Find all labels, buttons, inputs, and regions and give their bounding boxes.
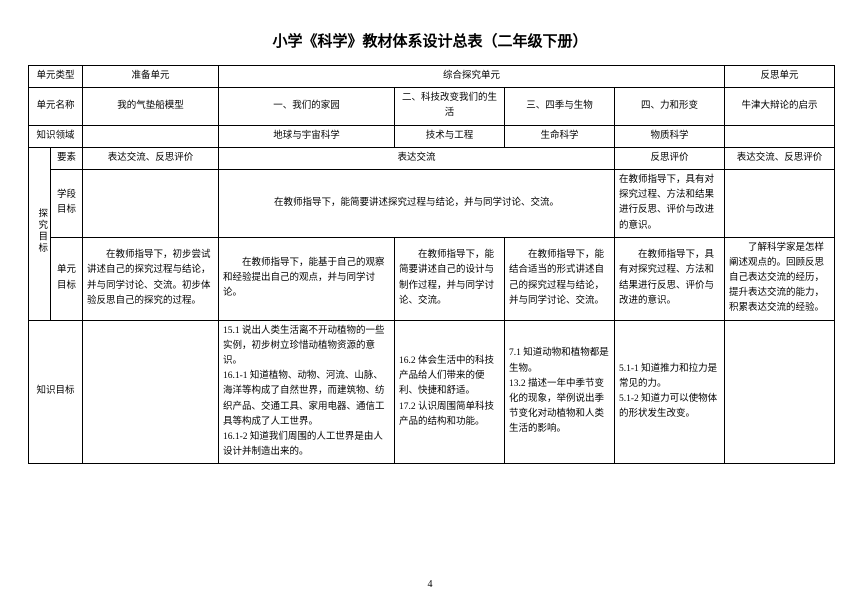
- unit-goal-4: 在教师指导下，能结合适当的形式讲述自己的探究过程与结论，并与同学讨论、交流。: [505, 237, 615, 320]
- stage-goal-6: [725, 169, 835, 237]
- knowledge-goal-4: 7.1 知道动物和植物都是生物。 13.2 描述一年中季节变化的现象，举例说出季…: [505, 320, 615, 464]
- header-stage-goal: 学段目标: [51, 169, 83, 237]
- unit-goal-1: 在教师指导下，初步尝试讲述自己的探究过程与结论，并与同学讨论、交流。初步体验反思…: [83, 237, 219, 320]
- domain-1: [83, 125, 219, 147]
- unit-goal-5: 在教师指导下，具有对探究过程、方法和结果进行反思、评价与改进的意识。: [615, 237, 725, 320]
- element-1: 表达交流、反思评价: [83, 147, 219, 169]
- knowledge-goal-5: 5.1-1 知道推力和拉力是常见的力。 5.1-2 知道力可以使物体的形状发生改…: [615, 320, 725, 464]
- knowledge-goal-1: [83, 320, 219, 464]
- unit-name-5: 四、力和形变: [615, 88, 725, 125]
- unit-name-1: 我的气垫船模型: [83, 88, 219, 125]
- domain-4: 生命科学: [505, 125, 615, 147]
- stage-goal-2-4: 在教师指导下，能简要讲述探究过程与结论，并与同学讨论、交流。: [219, 169, 615, 237]
- unit-goal-2: 在教师指导下，能基于自己的观察和经验提出自己的观点，并与同学讨论。: [219, 237, 395, 320]
- domain-3: 技术与工程: [395, 125, 505, 147]
- page-title: 小学《科学》教材体系设计总表（二年级下册）: [28, 30, 832, 51]
- unit-name-2: 一、我们的家园: [219, 88, 395, 125]
- domain-6: [725, 125, 835, 147]
- stage-goal-1: [83, 169, 219, 237]
- header-elements: 要素: [51, 147, 83, 169]
- unit-type-prep: 准备单元: [83, 66, 219, 88]
- element-6: 表达交流、反思评价: [725, 147, 835, 169]
- exploration-goal-label: 探究目标: [29, 147, 51, 320]
- domain-5: 物质科学: [615, 125, 725, 147]
- unit-type-integrated: 综合探究单元: [219, 66, 725, 88]
- unit-type-reflection: 反思单元: [725, 66, 835, 88]
- header-unit-name: 单元名称: [29, 88, 83, 125]
- domain-2: 地球与宇宙科学: [219, 125, 395, 147]
- element-5: 反思评价: [615, 147, 725, 169]
- design-table: 单元类型 准备单元 综合探究单元 反思单元 单元名称 我的气垫船模型 一、我们的…: [28, 65, 835, 464]
- page-number: 4: [0, 579, 860, 590]
- unit-name-6: 牛津大辩论的启示: [725, 88, 835, 125]
- knowledge-goal-2: 15.1 说出人类生活离不开动植物的一些实例，初步树立珍惜动植物资源的意识。 1…: [219, 320, 395, 464]
- unit-goal-6: 了解科学家是怎样阐述观点的。回顾反思自己表达交流的经历，提升表达交流的能力，积累…: [725, 237, 835, 320]
- stage-goal-5: 在教师指导下，具有对探究过程、方法和结果进行反思、评价与改进的意识。: [615, 169, 725, 237]
- element-2-4: 表达交流: [219, 147, 615, 169]
- knowledge-goal-6: [725, 320, 835, 464]
- knowledge-goal-3: 16.2 体会生活中的科技产品给人们带来的便利、快捷和舒适。 17.2 认识周围…: [395, 320, 505, 464]
- unit-name-3: 二、科技改变我们的生活: [395, 88, 505, 125]
- header-unit-type: 单元类型: [29, 66, 83, 88]
- header-unit-goal: 单元目标: [51, 237, 83, 320]
- header-knowledge-domain: 知识领域: [29, 125, 83, 147]
- header-knowledge-goal: 知识目标: [29, 320, 83, 464]
- unit-goal-3: 在教师指导下，能简要讲述自己的设计与制作过程，并与同学讨论、交流。: [395, 237, 505, 320]
- unit-name-4: 三、四季与生物: [505, 88, 615, 125]
